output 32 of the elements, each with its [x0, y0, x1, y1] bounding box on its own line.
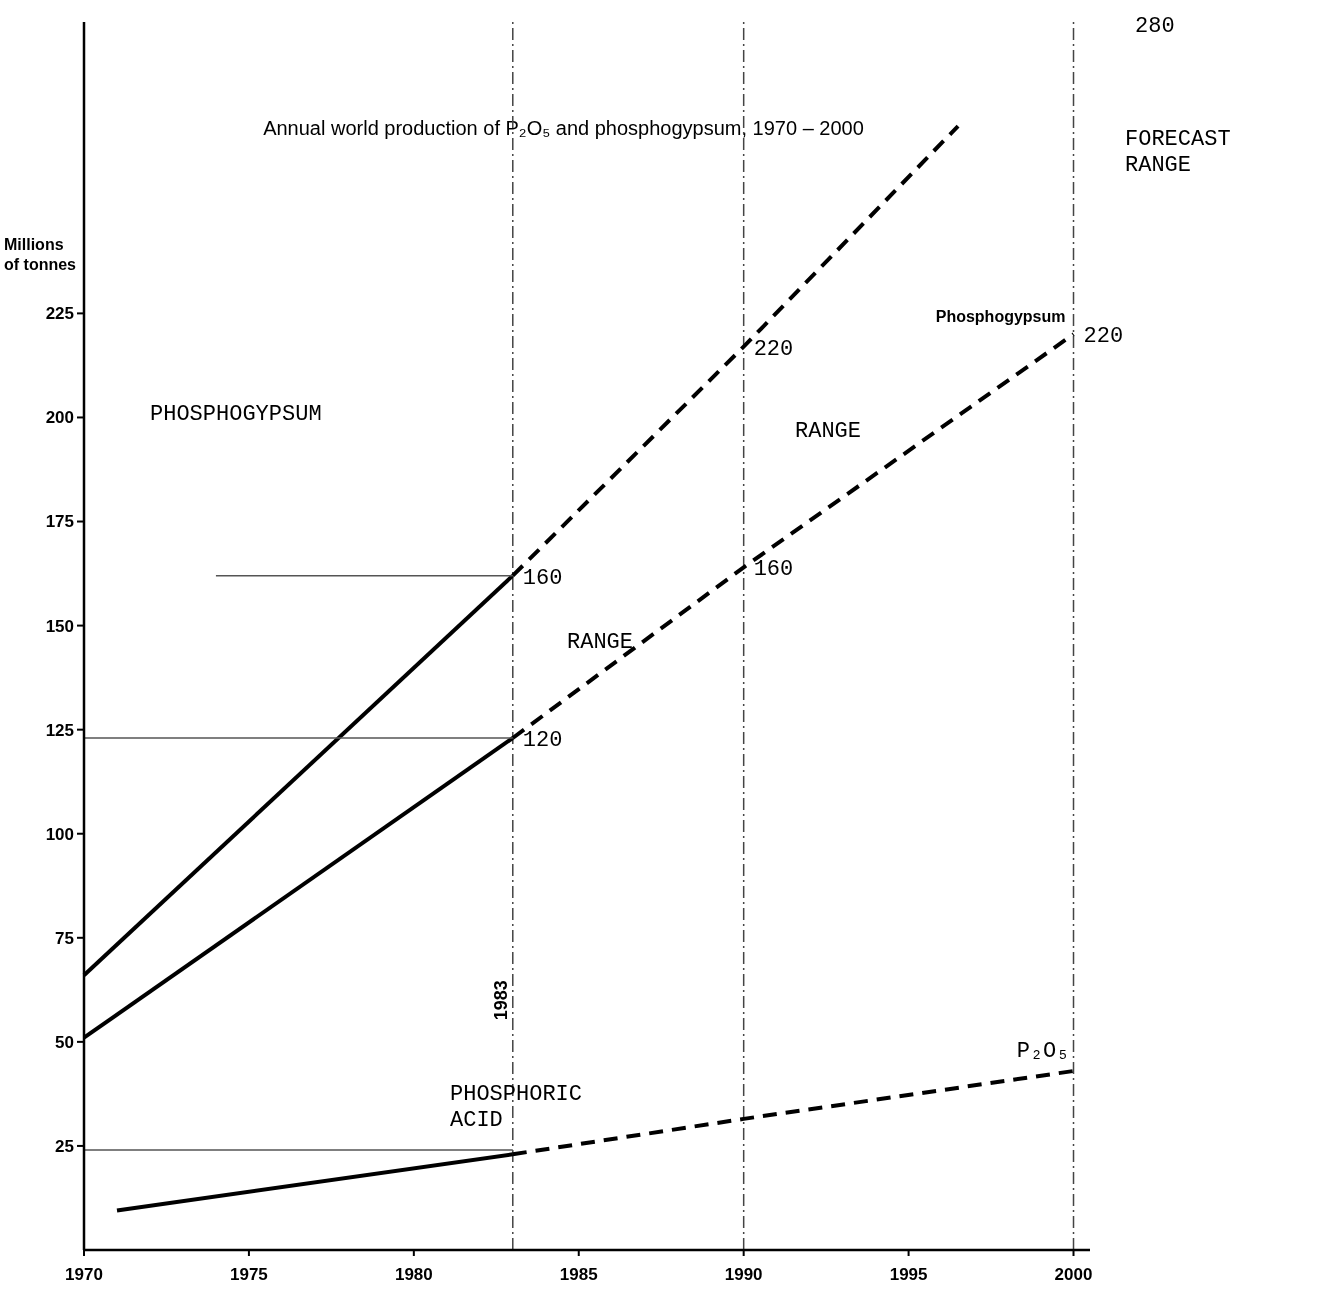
x-tick-label: 1990	[724, 1265, 763, 1284]
y-tick-label: 225	[45, 304, 74, 324]
x-tick-label: 2000	[1054, 1265, 1093, 1284]
annotation: 220	[1083, 324, 1124, 350]
x-tick-label: 1975	[230, 1265, 268, 1284]
annotation: PHOSPHORIC ACID	[450, 1082, 583, 1133]
y-tick-label: 150	[45, 616, 74, 636]
annotation: 160	[753, 557, 794, 583]
annotation: RANGE	[795, 419, 862, 444]
y-tick-label: 200	[45, 408, 74, 428]
y-tick-label: 25	[55, 1136, 74, 1156]
ref-line-label: 1983	[490, 980, 511, 1021]
annotation: 160	[522, 565, 563, 591]
y-tick-label: 50	[55, 1032, 74, 1052]
text: FORECAST RANGE	[1125, 127, 1231, 178]
text: 280	[1135, 14, 1175, 39]
y-tick-label: 125	[45, 720, 74, 740]
annotation: RANGE	[567, 630, 634, 655]
annotation: PHOSPHOGYPSUM	[150, 402, 322, 427]
text: Annual world production of P₂O₅ and phosphogypsum, 1970 – 2000	[263, 117, 864, 139]
annotation: P₂O₅	[1016, 1039, 1070, 1064]
annotation: 120	[522, 727, 563, 753]
x-tick-label: 1985	[559, 1265, 598, 1284]
x-tick-label: 1970	[65, 1265, 103, 1284]
x-tick-label: 1980	[394, 1265, 433, 1284]
x-tick-label: 1995	[889, 1265, 928, 1284]
y-axis-title: Millions of tonnes	[4, 236, 77, 273]
annotation: Phosphogypsum	[935, 308, 1066, 326]
y-tick-label: 100	[45, 824, 74, 844]
y-tick-label: 75	[55, 928, 74, 948]
y-tick-label: 175	[45, 512, 74, 532]
annotation: 220	[753, 336, 794, 362]
